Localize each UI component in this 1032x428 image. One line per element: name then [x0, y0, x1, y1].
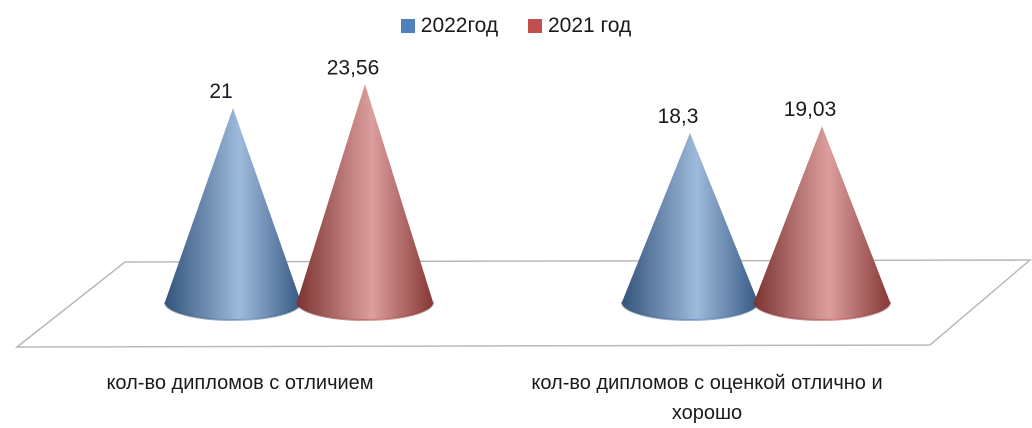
- legend-swatch-2021: [528, 19, 542, 33]
- data-label-2022-excellent: 21: [209, 80, 232, 103]
- cone-body: [165, 107, 301, 321]
- data-label-2022-good-excellent: 18,3: [658, 105, 699, 128]
- legend-item-2021: 2021 год: [528, 12, 631, 40]
- cone-2021-good-excellent: 19,03: [753, 98, 891, 321]
- category-label-good-excellent: кол-во дипломов с оценкой отлично и хоро…: [531, 372, 883, 424]
- legend-label-2022: 2022год: [420, 14, 499, 37]
- category-label-excellent: кол-во дипломов с отличием: [106, 372, 374, 394]
- data-label-2021-good-excellent: 19,03: [784, 98, 837, 121]
- data-label-2021-excellent: 23,56: [327, 56, 380, 79]
- cone-2022-excellent: 21: [164, 80, 302, 321]
- cone-base-rim: [296, 301, 434, 321]
- legend-item-2022: 2022год: [400, 12, 499, 40]
- cone-body: [622, 132, 758, 320]
- cone-2022-good-excellent: 18,3: [621, 105, 759, 321]
- cone-2021-excellent: 23,56: [296, 56, 434, 321]
- cone-base-rim: [621, 301, 759, 321]
- cone-base-rim: [164, 301, 302, 321]
- legend: 2022год 2021 год: [0, 12, 1032, 40]
- legend-swatch-2022: [400, 19, 415, 33]
- cone-body: [754, 126, 890, 320]
- legend-label-2021: 2021 год: [548, 14, 632, 37]
- cone-body: [297, 84, 433, 320]
- cone-base-rim: [753, 301, 891, 321]
